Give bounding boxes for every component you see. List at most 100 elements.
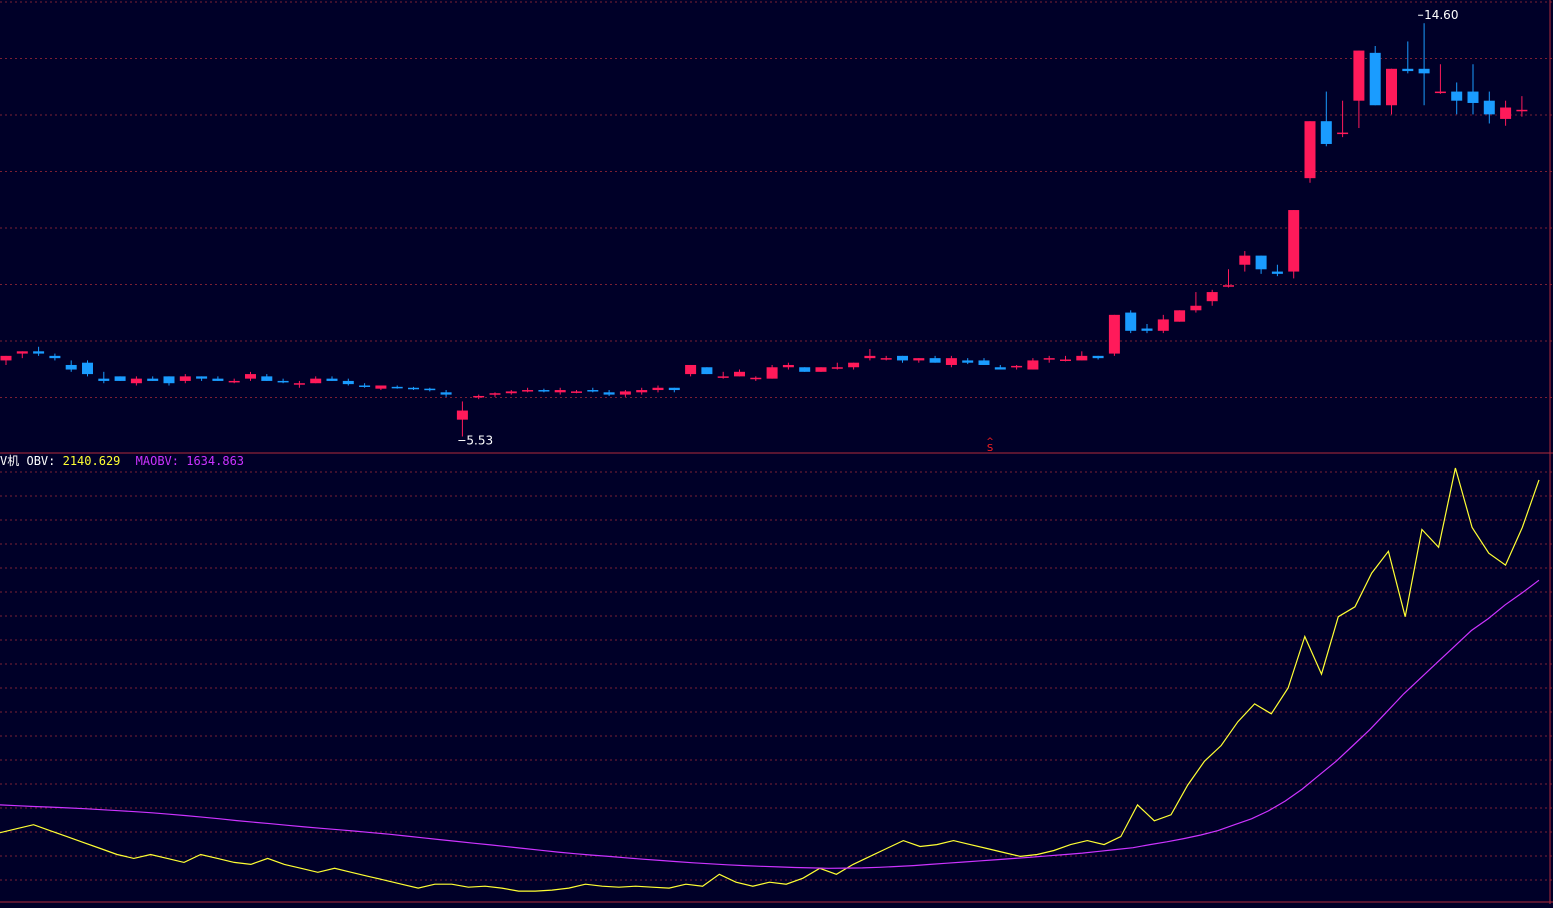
candle xyxy=(163,376,175,386)
candle xyxy=(1011,364,1023,370)
candle xyxy=(1483,91,1495,124)
maobv-value: 1634.863 xyxy=(186,454,244,468)
candle-body xyxy=(440,392,452,395)
candle xyxy=(261,374,273,381)
candle-body xyxy=(1320,121,1332,144)
candle xyxy=(913,358,925,363)
candle-body xyxy=(929,358,941,363)
candle xyxy=(962,358,974,365)
candle-body xyxy=(228,380,240,383)
candle-body xyxy=(0,355,12,361)
indicator-header: V机 OBV: 2140.629 MAOBV: 1634.863 xyxy=(0,454,244,468)
candle-body xyxy=(473,395,485,398)
candle xyxy=(375,385,387,391)
candle xyxy=(49,353,61,361)
candle-body xyxy=(310,378,322,384)
candle xyxy=(815,367,827,372)
obv-line xyxy=(0,467,1540,892)
candle xyxy=(0,355,12,365)
candle-body xyxy=(1288,210,1300,272)
signal-arrow-icon: ^ xyxy=(986,437,994,447)
candle xyxy=(897,355,908,363)
candle-body xyxy=(848,362,860,368)
candle-body xyxy=(1027,360,1039,370)
candle-body xyxy=(1337,132,1349,135)
candle xyxy=(16,351,28,359)
candle xyxy=(766,364,778,379)
candle-body xyxy=(1011,365,1023,368)
candle-body xyxy=(293,383,305,385)
candle-body xyxy=(913,358,925,361)
candle xyxy=(1500,100,1512,126)
candle xyxy=(98,371,110,384)
candle xyxy=(1239,251,1251,272)
signal-label: S xyxy=(987,443,993,454)
candle-body xyxy=(489,393,501,395)
candle xyxy=(864,349,876,361)
candle-body xyxy=(1516,109,1528,112)
candle-body xyxy=(424,388,436,391)
candle-body xyxy=(1451,91,1463,101)
candle-body xyxy=(945,358,957,365)
candle-body xyxy=(375,385,387,389)
candle xyxy=(408,386,419,391)
maobv-label: MAOBV: xyxy=(136,454,179,468)
candle-body xyxy=(1060,359,1071,362)
candle-body xyxy=(619,391,631,395)
candle-body xyxy=(261,376,273,381)
candle-body xyxy=(1092,355,1104,359)
candle-body xyxy=(1174,310,1186,322)
candle-body xyxy=(522,390,534,392)
candle-body xyxy=(1108,314,1120,354)
candle xyxy=(1157,314,1169,334)
candle xyxy=(1402,41,1414,74)
candle-body xyxy=(82,362,93,375)
candle-body xyxy=(163,376,175,384)
candle-body xyxy=(636,390,648,393)
candle xyxy=(342,378,354,386)
candle xyxy=(1108,314,1120,356)
candle-body xyxy=(750,377,762,380)
candle-body xyxy=(668,387,680,391)
candle-body xyxy=(766,367,778,379)
candle-body xyxy=(880,358,892,360)
candle xyxy=(1027,358,1039,370)
candle-body xyxy=(1157,319,1169,331)
candle xyxy=(1288,210,1300,279)
candle xyxy=(571,390,582,394)
candle-body xyxy=(603,392,615,395)
candle xyxy=(228,378,240,384)
candle xyxy=(1434,64,1446,94)
candle-body xyxy=(734,371,745,377)
price-panel xyxy=(0,23,1528,437)
candle xyxy=(1190,292,1202,313)
candle-body xyxy=(994,367,1006,370)
candle xyxy=(1206,289,1218,306)
candle-body xyxy=(1076,355,1088,361)
candle-body xyxy=(1223,285,1234,287)
candle-body xyxy=(212,378,224,381)
candle xyxy=(734,369,745,377)
candle xyxy=(880,355,892,361)
candle-body xyxy=(701,367,713,375)
candle-body xyxy=(1418,68,1430,74)
candle-body xyxy=(1434,91,1446,94)
candle xyxy=(310,376,322,384)
candle-body xyxy=(245,374,256,379)
candle-body xyxy=(277,380,289,383)
candle xyxy=(945,355,957,368)
candle-body xyxy=(978,360,990,365)
obv-value: 2140.629 xyxy=(63,454,121,468)
candle-body xyxy=(1239,255,1251,265)
candle-body xyxy=(98,378,110,381)
candle xyxy=(473,394,485,400)
candle-body xyxy=(685,364,697,375)
candle-body xyxy=(359,385,371,387)
candle xyxy=(440,390,452,397)
candle xyxy=(717,371,729,379)
candle-body xyxy=(1353,50,1365,101)
candle-body xyxy=(114,376,126,381)
candle-body xyxy=(587,390,599,392)
